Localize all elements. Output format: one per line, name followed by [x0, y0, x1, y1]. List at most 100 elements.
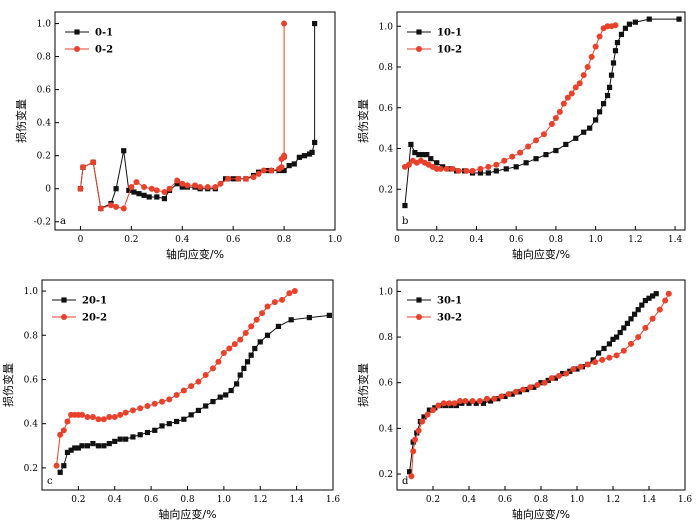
plot-frame	[41, 279, 334, 491]
data-point	[97, 205, 104, 212]
data-point	[505, 391, 512, 398]
series-0-1	[77, 20, 318, 212]
data-point	[503, 166, 509, 172]
data-point	[552, 375, 558, 381]
data-point	[223, 392, 229, 398]
data-point	[326, 312, 332, 318]
x-tick-label: 0.8	[534, 495, 549, 505]
data-point	[576, 80, 583, 87]
data-point	[662, 297, 669, 304]
data-point	[410, 448, 417, 455]
data-point	[128, 184, 135, 191]
data-point	[184, 182, 191, 189]
series-line	[59, 314, 330, 473]
data-point	[580, 72, 587, 79]
data-point	[635, 334, 642, 341]
chart-panel-b: 0 0.2 0.4 0.6 0.8 1.0 1.2 1.4 0.2 0.4 0.6 0.8 1.0 轴向应…	[356, 11, 686, 261]
data-point	[469, 167, 476, 174]
data-point	[581, 129, 587, 135]
data-point	[120, 205, 127, 212]
data-point	[584, 64, 591, 71]
data-point	[540, 131, 547, 138]
data-point	[291, 288, 298, 295]
data-point	[77, 185, 84, 192]
data-point	[141, 184, 148, 191]
data-point	[242, 175, 249, 182]
data-point	[656, 306, 663, 313]
y-tick-label: 0.6	[24, 375, 39, 385]
data-point	[533, 137, 540, 144]
y-tick-label: 0.4	[24, 420, 39, 430]
data-point	[212, 184, 219, 191]
data-point	[531, 384, 537, 390]
data-point	[231, 341, 238, 348]
data-point	[466, 400, 472, 406]
data-point	[234, 381, 240, 387]
series-20-1	[57, 312, 332, 475]
data-point	[424, 152, 430, 158]
x-axis-label: 轴向应变/%	[166, 247, 224, 261]
legend-label: 30-2	[437, 313, 462, 324]
data-point	[538, 380, 544, 386]
data-point	[676, 16, 682, 22]
data-point	[144, 403, 151, 409]
x-tick-label: 0.4	[462, 495, 477, 505]
legend-label: 0-2	[95, 45, 113, 56]
data-point	[209, 365, 216, 372]
data-point	[407, 469, 413, 475]
legend-label: 20-1	[82, 296, 107, 307]
data-point	[473, 400, 479, 406]
data-point	[248, 323, 255, 330]
data-point	[665, 290, 672, 297]
legend: 0-1 0-2	[65, 28, 113, 56]
data-point	[426, 407, 432, 413]
data-point	[151, 400, 158, 407]
data-point	[131, 189, 137, 195]
data-point	[572, 84, 579, 91]
legend-marker	[74, 46, 80, 52]
chart-panel-c: 0.2 0.4 0.6 0.8 1.0 1.2 1.4 1.60.20.40.60.81.0轴…	[1, 279, 340, 521]
series-30-2	[408, 290, 672, 480]
data-point	[610, 336, 616, 342]
data-point	[257, 339, 263, 345]
data-point	[516, 389, 522, 395]
data-point	[642, 324, 649, 331]
x-tick-label: 0.8	[549, 235, 564, 245]
x-tick-label: 0.2	[124, 235, 138, 245]
legend-marker	[61, 314, 67, 320]
data-point	[498, 393, 505, 400]
data-point	[600, 101, 607, 107]
data-point	[286, 162, 292, 169]
data-point	[312, 20, 318, 27]
x-tick-label: 0.6	[509, 235, 524, 245]
data-point	[556, 108, 563, 115]
data-point	[618, 31, 625, 38]
x-tick-label: 1.2	[253, 495, 267, 505]
data-point	[237, 372, 243, 378]
chart-panel-d: 0.2 0.4 0.6 0.8 1.0 1.2 1.4 1.60.20.40.60.81.0轴…	[356, 279, 692, 521]
y-tick-label: 0.6	[379, 379, 394, 389]
data-point	[306, 314, 312, 321]
data-point	[601, 345, 607, 352]
data-point	[179, 180, 186, 187]
data-point	[255, 170, 262, 177]
data-point	[592, 43, 599, 50]
data-point	[493, 168, 499, 174]
data-point	[463, 167, 470, 174]
data-point	[137, 405, 144, 412]
data-point	[53, 462, 60, 469]
series-20-2	[53, 288, 298, 469]
data-point	[275, 323, 282, 330]
data-point	[596, 33, 603, 40]
data-point	[501, 157, 508, 164]
data-point	[628, 340, 634, 347]
y-tick-label: 0.4	[379, 424, 394, 434]
data-point	[101, 443, 107, 449]
data-point	[620, 347, 627, 354]
data-point	[424, 411, 431, 418]
data-point	[121, 148, 127, 154]
data-point	[650, 293, 656, 299]
data-point	[108, 202, 114, 209]
data-point	[106, 440, 112, 447]
data-point	[126, 187, 132, 193]
